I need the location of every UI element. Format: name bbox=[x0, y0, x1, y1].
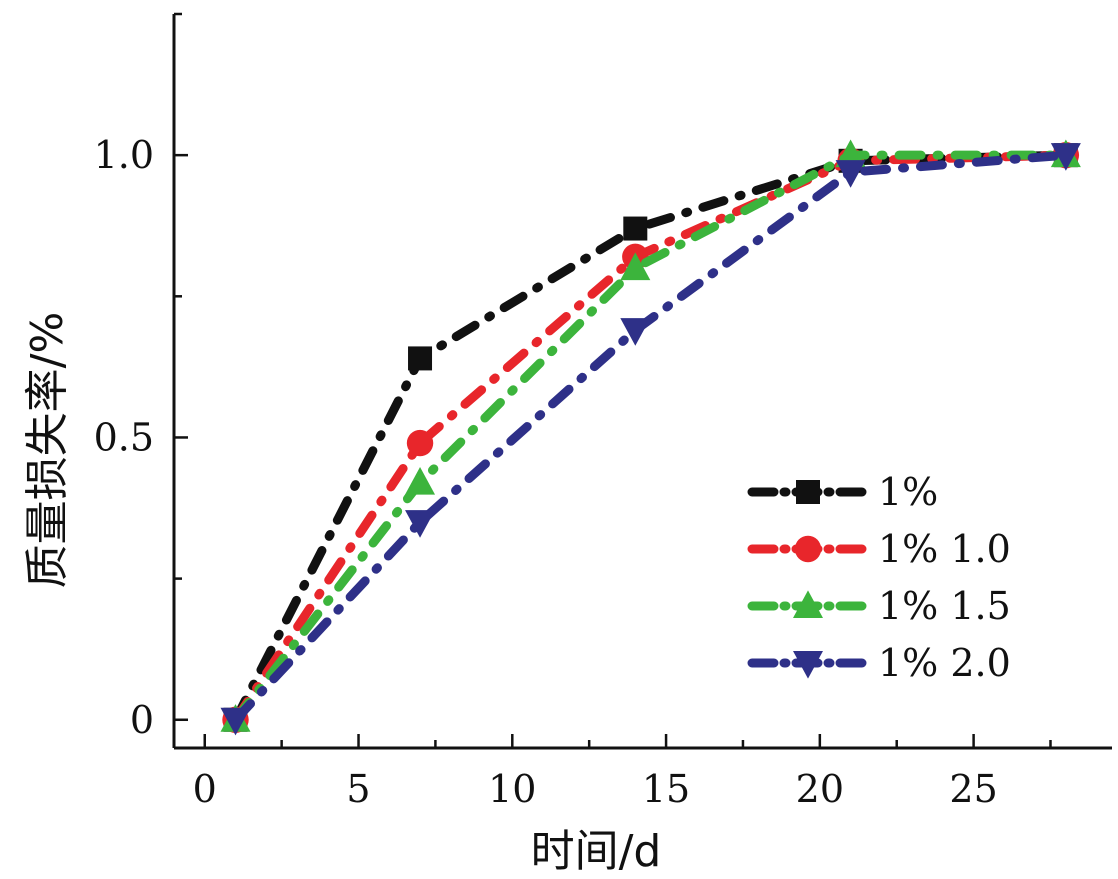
legend-marker bbox=[793, 651, 823, 679]
x-tick-label: 25 bbox=[949, 767, 997, 811]
legend-label: 1% bbox=[878, 470, 938, 514]
data-point bbox=[408, 346, 433, 371]
series-line bbox=[231, 150, 1071, 725]
legend-label: 1% 1.5 bbox=[878, 584, 1011, 628]
legend-item: 1% bbox=[747, 470, 938, 514]
series-line bbox=[231, 150, 1071, 725]
legend-label: 1% 1.0 bbox=[878, 527, 1011, 571]
legend-item: 1% 1.0 bbox=[747, 527, 1011, 571]
y-axis-title: 质量损失率/% bbox=[22, 312, 73, 589]
x-tick-label: 0 bbox=[193, 767, 217, 811]
axes: 0 5 10 15 20 25 0 0.5 1.0 bbox=[94, 12, 1112, 811]
x-tick-label: 5 bbox=[346, 767, 370, 811]
legend-marker bbox=[796, 480, 820, 504]
x-tick-label: 15 bbox=[642, 767, 690, 811]
series-line bbox=[231, 150, 1071, 725]
legend-item: 1% 1.5 bbox=[747, 584, 1011, 628]
legend-label: 1% 2.0 bbox=[878, 641, 1011, 685]
legend-marker bbox=[794, 535, 822, 563]
data-point bbox=[406, 429, 434, 457]
data-point bbox=[620, 318, 651, 346]
x-axis-title: 时间/d bbox=[531, 826, 662, 877]
series-4 bbox=[220, 143, 1081, 736]
legend: 1% 1% 1.0 1% 1.5 1% 2.0 bbox=[747, 470, 1011, 685]
y-tick-label: 1.0 bbox=[94, 133, 154, 177]
data-point bbox=[405, 467, 436, 495]
data-point bbox=[1050, 143, 1081, 171]
series-line bbox=[231, 150, 1071, 725]
legend-marker bbox=[793, 590, 823, 618]
x-tick-label: 10 bbox=[488, 767, 536, 811]
data-point bbox=[220, 707, 251, 736]
data-point bbox=[405, 510, 436, 538]
data-point bbox=[835, 160, 866, 188]
data-point bbox=[623, 216, 648, 241]
series-layer bbox=[220, 139, 1081, 736]
y-tick-label: 0.5 bbox=[94, 415, 154, 459]
legend-item: 1% 2.0 bbox=[747, 641, 1011, 685]
y-tick-label: 0 bbox=[130, 698, 154, 742]
data-point bbox=[620, 252, 651, 281]
x-tick-label: 20 bbox=[796, 767, 844, 811]
